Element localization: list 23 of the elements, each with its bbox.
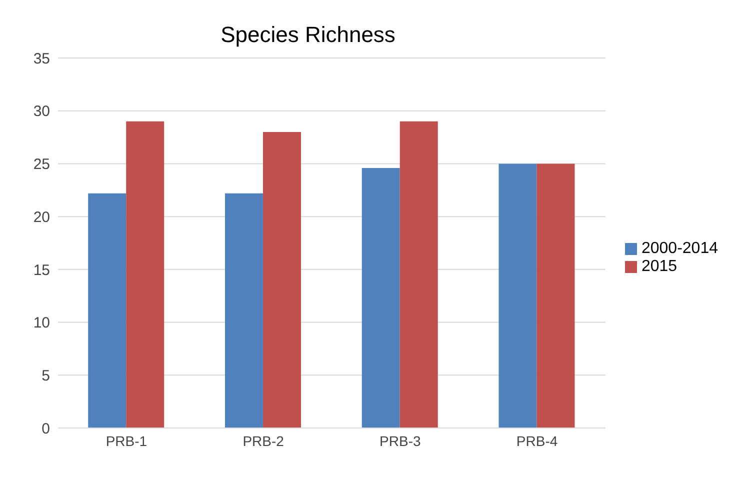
bar [498, 164, 537, 428]
x-tick-label: PRB-4 [516, 432, 558, 449]
legend-label: 2015 [641, 258, 678, 275]
bar [400, 121, 438, 428]
y-tick-label: 5 [42, 367, 50, 384]
y-tick-label: 10 [33, 314, 50, 332]
chart-title: Species Richness [220, 22, 396, 48]
legend-label: 2000-2014 [641, 240, 718, 257]
bar [88, 193, 126, 428]
bar [536, 164, 575, 428]
y-tick-label: 0 [42, 420, 50, 438]
y-tick-label: 30 [33, 103, 50, 120]
bar [262, 132, 301, 428]
x-tick-label: PRB-2 [242, 432, 284, 449]
y-tick-label: 35 [33, 50, 50, 68]
bar [126, 121, 164, 428]
y-tick-label: 25 [33, 156, 50, 174]
x-tick-label: PRB-3 [380, 432, 422, 449]
bar [224, 193, 263, 428]
y-tick-label: 20 [33, 208, 50, 226]
bar [362, 168, 400, 428]
x-tick-label: PRB-1 [106, 432, 148, 449]
y-tick-label: 15 [33, 262, 50, 279]
